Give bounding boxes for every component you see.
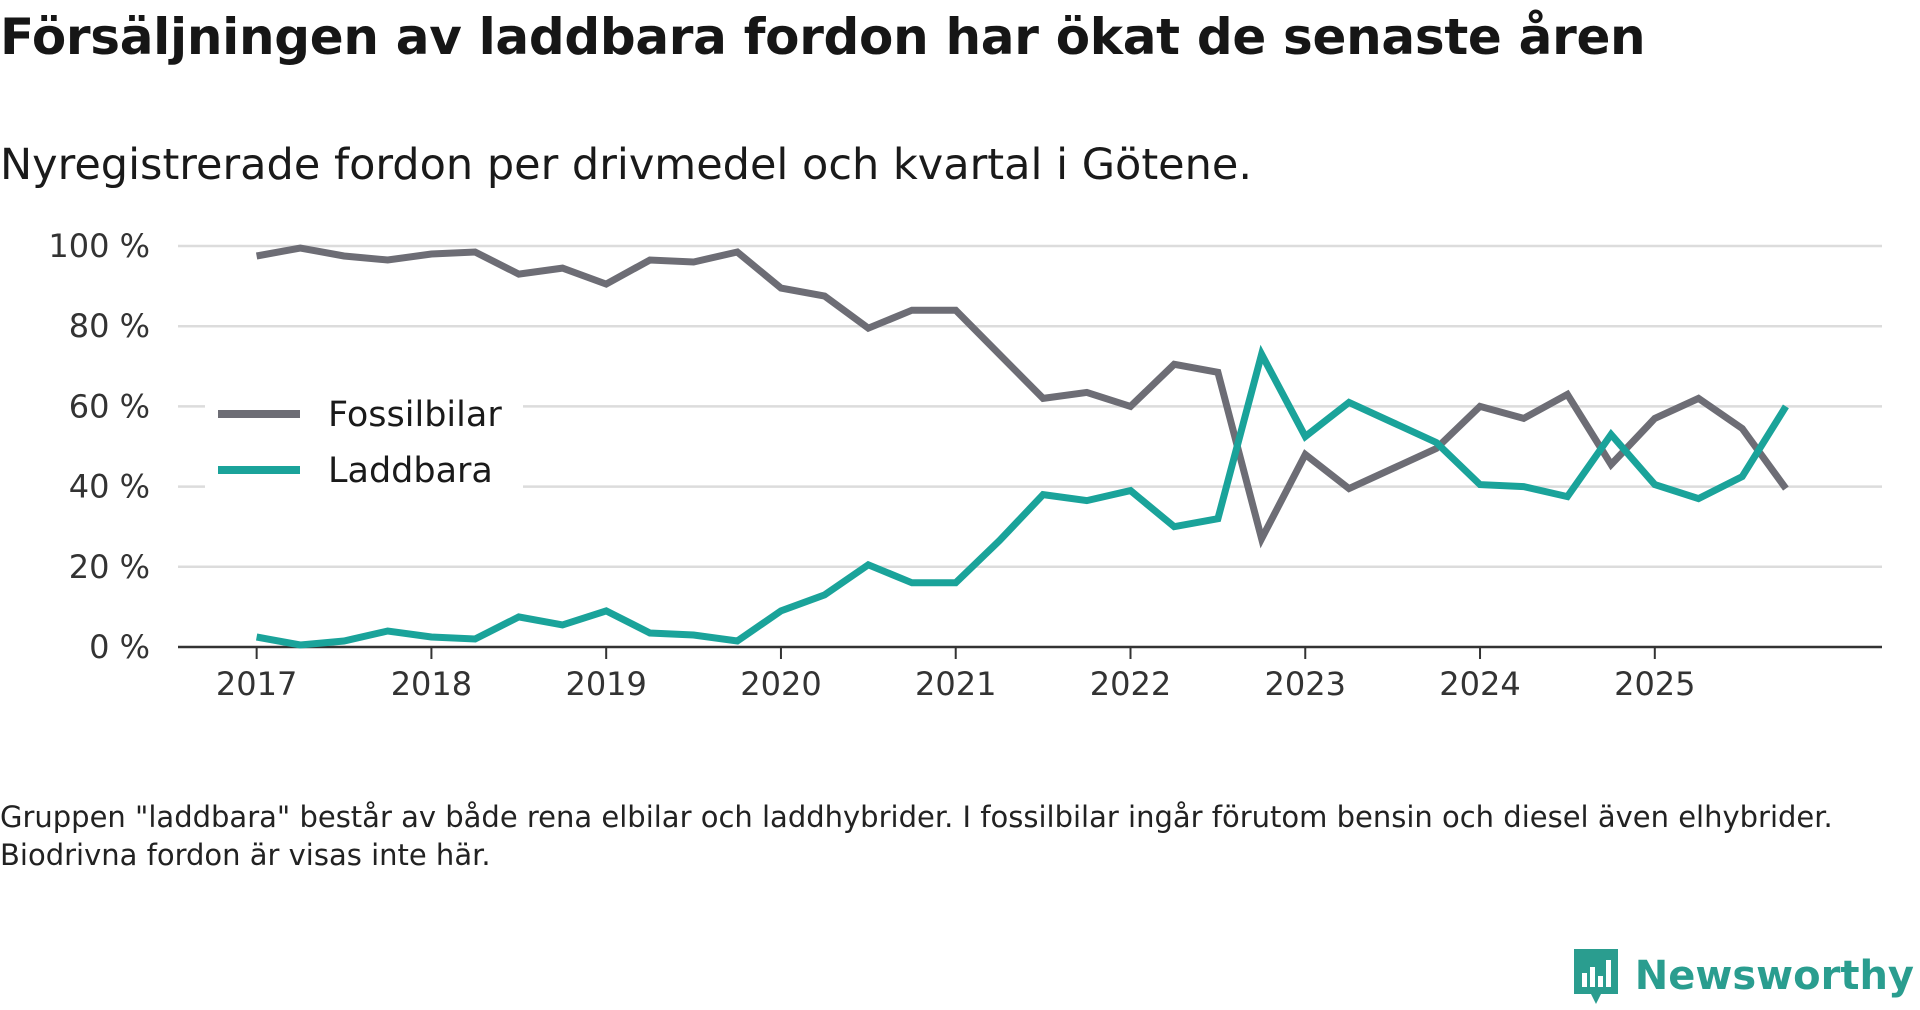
legend-label-laddbara: Laddbara	[328, 451, 493, 491]
gridlines	[178, 244, 1882, 569]
y-tick-label: 0 %	[89, 628, 150, 666]
x-tick-label: 2024	[1439, 665, 1520, 703]
y-tick-label: 60 %	[69, 387, 150, 425]
chart-title: Försäljningen av laddbara fordon har öka…	[0, 8, 1646, 66]
legend-background	[205, 384, 523, 512]
x-tick-label: 2023	[1265, 665, 1346, 703]
y-tick-label: 20 %	[69, 548, 150, 586]
brand-logo: Newsworthy	[1571, 944, 1914, 1008]
x-tick-label: 2025	[1614, 665, 1695, 703]
series-line-laddbara	[255, 344, 1789, 649]
x-tick-label: 2017	[216, 665, 297, 703]
y-tick-label: 80 %	[69, 307, 150, 345]
x-tick-label: 2019	[565, 665, 646, 703]
y-tick-label: 100 %	[48, 227, 150, 265]
chart-subtitle: Nyregistrerade fordon per drivmedel och …	[0, 140, 1253, 190]
footnote: Gruppen "laddbara" består av både rena e…	[0, 800, 1833, 872]
series-line-fossilbilar	[255, 244, 1789, 549]
x-tick-label: 2022	[1090, 665, 1171, 703]
x-tick-label: 2018	[391, 665, 472, 703]
brand-name: Newsworthy	[1634, 953, 1914, 999]
x-tick-label: 2020	[740, 665, 821, 703]
newsworthy-logo-icon	[1573, 949, 1618, 1004]
legend-label-fossilbilar: Fossilbilar	[328, 395, 502, 435]
legend: Fossilbilar Laddbara	[205, 384, 523, 512]
axes: 0 % 20 % 40 % 60 % 80 % 100 % 2017 2018 2019 2020…	[48, 227, 1882, 703]
series-lines	[255, 244, 1789, 649]
y-tick-label: 40 %	[69, 468, 150, 506]
x-tick-label: 2021	[915, 665, 996, 703]
